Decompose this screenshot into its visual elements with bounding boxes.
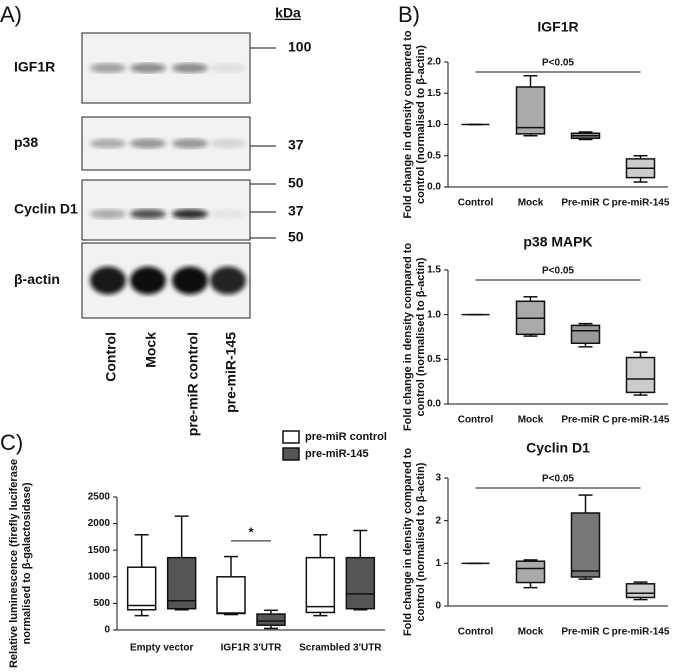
blot-band <box>130 209 166 219</box>
x-tick-label: pre-miR-145 <box>612 415 670 426</box>
lane-label: Mock <box>143 332 159 368</box>
x-tick-label: pre-miR-145 <box>612 198 670 209</box>
blot-row-label: β-actin <box>14 271 60 287</box>
marker-label: 100 <box>288 39 312 55</box>
y-tick-label: 1.0 <box>427 309 441 320</box>
box <box>256 613 286 626</box>
x-tick-label: Scrambled 3'UTR <box>299 643 382 654</box>
annotation: P<0.05 <box>542 58 574 69</box>
chart-title: Cyclin D1 <box>526 440 590 456</box>
marker-label: 37 <box>288 203 304 219</box>
blot-band <box>210 209 246 219</box>
box <box>570 512 601 578</box>
y-tick-label: 1 <box>435 558 441 569</box>
marker-label: 50 <box>288 175 304 191</box>
y-tick-label: 2000 <box>88 518 111 529</box>
box <box>126 566 157 611</box>
annotation: P<0.05 <box>542 474 574 485</box>
y-tick-label: 3 <box>435 473 441 484</box>
blot-band <box>172 63 208 73</box>
y-tick-label: 0.0 <box>427 399 441 410</box>
unit-label: kDa <box>275 5 301 21</box>
box <box>515 86 546 135</box>
x-tick-label: Control <box>458 198 494 209</box>
panel-label: C) <box>0 430 23 455</box>
chart-title: IGF1R <box>537 19 578 35</box>
y-tick-label: 0.5 <box>427 354 441 365</box>
y-tick-label: 1000 <box>88 571 111 582</box>
y-tick-label: 500 <box>93 598 110 609</box>
y-tick-label: 0.5 <box>427 150 441 161</box>
x-tick-label: IGF1R 3'UTR <box>221 643 282 654</box>
x-tick-label: Pre-miR C <box>561 627 609 638</box>
y-tick-label: 2.0 <box>427 57 441 68</box>
blot-band <box>210 63 246 73</box>
y-tick-label: 1.5 <box>427 265 441 276</box>
marker-label: 50 <box>288 229 304 245</box>
box <box>305 556 336 614</box>
x-tick-label: Mock <box>518 415 544 426</box>
y-tick-label: 0 <box>435 601 441 612</box>
x-tick-label: Mock <box>518 198 544 209</box>
y-axis-label: control (normalised to β-actin) <box>415 45 427 204</box>
lane-label: pre-miR control <box>185 332 201 436</box>
y-axis-label: control (normalised to β-actin) <box>415 257 427 416</box>
y-tick-label: 1.5 <box>427 88 441 99</box>
chart-title: p38 MAPK <box>523 234 592 250</box>
y-tick-label: 2500 <box>88 492 111 503</box>
blot-row-label: Cyclin D1 <box>14 201 78 217</box>
blot-band <box>172 266 208 295</box>
legend-swatch <box>282 430 300 444</box>
blot-row-label: IGF1R <box>14 59 55 75</box>
legend-label: pre-miR control <box>305 431 387 443</box>
blot-band <box>90 138 126 149</box>
blot-band <box>130 138 166 149</box>
marker-label: 37 <box>288 137 304 153</box>
box <box>625 356 656 394</box>
box <box>216 576 246 615</box>
panel-label: A) <box>0 2 22 27</box>
legend-label: pre-miR-145 <box>305 448 369 460</box>
x-tick-label: pre-miR-145 <box>612 627 670 638</box>
y-axis-label: Fold change in density compared to <box>402 448 414 637</box>
annotation: * <box>248 524 254 539</box>
blot-band <box>130 63 166 73</box>
blot-band <box>130 266 166 295</box>
y-axis-label: Fold change in density compared to <box>402 243 414 432</box>
y-axis-label: Relative luminescence (firefly luciferas… <box>8 459 20 668</box>
x-tick-label: Mock <box>518 627 544 638</box>
blot-band <box>210 266 246 295</box>
lane-label: pre-miR-145 <box>223 332 239 413</box>
box <box>515 560 546 584</box>
y-tick-label: 0 <box>104 625 110 636</box>
x-tick-label: Pre-miR C <box>561 415 609 426</box>
y-tick-label: 1500 <box>88 545 111 556</box>
blot-band <box>172 138 208 149</box>
box <box>570 324 601 345</box>
y-tick-label: 2 <box>435 515 441 526</box>
x-tick-label: Pre-miR C <box>561 198 609 209</box>
y-axis-label: control (normalised to β-actin) <box>415 462 427 621</box>
x-tick-label: Empty vector <box>130 643 193 654</box>
y-tick-label: 0.0 <box>427 182 441 193</box>
x-tick-label: Control <box>458 415 494 426</box>
lane-label: Control <box>103 332 119 382</box>
box <box>345 556 376 610</box>
blot-row-label: p38 <box>14 134 38 150</box>
blot-band <box>210 138 246 149</box>
blot-band <box>172 209 208 219</box>
blot-band <box>90 63 126 73</box>
legend-swatch <box>282 447 300 461</box>
y-tick-label: 1.0 <box>427 119 441 130</box>
y-axis-label: normalised to β-galactosidase) <box>21 482 33 644</box>
panel-label: B) <box>398 2 420 27</box>
box <box>625 583 656 599</box>
annotation: P<0.05 <box>542 266 574 277</box>
x-tick-label: Control <box>458 627 494 638</box>
blot-band <box>90 266 126 295</box>
blot-band <box>90 209 126 219</box>
y-axis-label: Fold change in density compared to <box>402 30 414 219</box>
